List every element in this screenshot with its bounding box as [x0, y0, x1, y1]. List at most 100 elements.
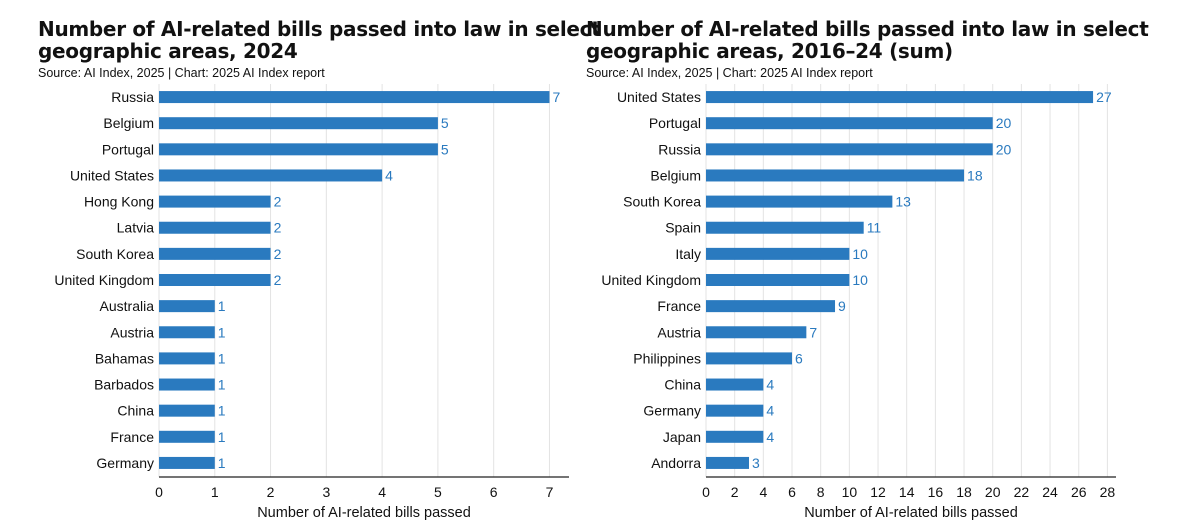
- data-label: 7: [552, 89, 560, 105]
- x-tick-label: 20: [985, 484, 1001, 500]
- x-tick-label: 6: [788, 484, 796, 500]
- category-label: Italy: [675, 246, 701, 262]
- category-label: Philippines: [633, 350, 701, 366]
- x-tick-label: 0: [155, 484, 163, 500]
- category-label: United Kingdom: [601, 272, 701, 288]
- category-label: Belgium: [650, 167, 701, 183]
- category-label: Barbados: [94, 377, 154, 393]
- bar-chart-2024: Russia 7 Belgium 5 Portugal 5 United States 4 Ho…: [54, 84, 569, 521]
- data-label: 20: [996, 115, 1012, 131]
- bar: [706, 378, 764, 391]
- data-label: 27: [1096, 89, 1112, 105]
- bar: [706, 221, 864, 234]
- category-label: Portugal: [649, 115, 701, 131]
- category-label: France: [657, 298, 701, 314]
- category-label: Australia: [100, 298, 155, 314]
- data-label: 1: [218, 377, 226, 393]
- category-label: United States: [70, 167, 154, 183]
- data-label: 1: [218, 324, 226, 340]
- data-label: 1: [218, 350, 226, 366]
- data-label: 20: [996, 141, 1012, 157]
- bar: [159, 300, 215, 313]
- x-tick-label: 18: [956, 484, 972, 500]
- bar: [159, 195, 271, 208]
- chart-source: Source: AI Index, 2025 | Chart: 2025 AI …: [586, 66, 873, 80]
- bar: [706, 326, 807, 339]
- category-label: France: [110, 429, 154, 445]
- bar: [706, 91, 1094, 104]
- chart-source: Source: AI Index, 2025 | Chart: 2025 AI …: [38, 66, 325, 80]
- x-tick-label: 26: [1071, 484, 1087, 500]
- data-label: 4: [766, 377, 774, 393]
- bar: [706, 456, 750, 469]
- bar: [706, 430, 764, 443]
- chart-panel-2024: Number of AI-related bills passed into l…: [38, 0, 601, 528]
- data-label: 1: [218, 429, 226, 445]
- category-label: Andorra: [651, 455, 701, 471]
- data-label: 1: [218, 298, 226, 314]
- bar: [706, 247, 850, 260]
- bar: [706, 300, 836, 313]
- x-tick-label: 28: [1100, 484, 1116, 500]
- data-label: 1: [218, 455, 226, 471]
- category-label: Russia: [658, 141, 701, 157]
- data-label: 3: [752, 455, 760, 471]
- data-label: 1: [218, 403, 226, 419]
- data-label: 10: [852, 246, 868, 262]
- bar: [706, 274, 850, 286]
- bar: [159, 169, 383, 182]
- x-tick-label: 6: [490, 484, 498, 500]
- x-tick-label: 24: [1042, 484, 1058, 500]
- bar: [159, 91, 550, 104]
- x-tick-label: 22: [1014, 484, 1030, 500]
- x-tick-label: 12: [870, 484, 886, 500]
- x-tick-label: 16: [928, 484, 944, 500]
- category-label: Germany: [643, 403, 701, 419]
- category-label: Austria: [110, 324, 154, 340]
- x-tick-label: 2: [731, 484, 739, 500]
- chart-panel-2016-24: Number of AI-related bills passed into l…: [586, 0, 1149, 528]
- bar: [706, 195, 893, 208]
- x-tick-label: 0: [702, 484, 710, 500]
- x-tick-label: 2: [267, 484, 275, 500]
- category-label: Latvia: [117, 220, 155, 236]
- bar: [706, 404, 764, 417]
- x-tick-label: 5: [434, 484, 442, 500]
- bar: [159, 352, 215, 365]
- x-tick-label: 3: [322, 484, 330, 500]
- x-tick-label: 4: [759, 484, 767, 500]
- category-label: South Korea: [623, 194, 701, 210]
- x-tick-label: 4: [378, 484, 386, 500]
- category-label: China: [664, 377, 701, 393]
- bar: [159, 247, 271, 260]
- data-label: 5: [441, 141, 449, 157]
- data-label: 6: [795, 350, 803, 366]
- bar: [159, 404, 215, 417]
- data-label: 2: [274, 272, 282, 288]
- category-label: Belgium: [103, 115, 154, 131]
- x-tick-label: 1: [211, 484, 219, 500]
- category-label: Portugal: [102, 141, 154, 157]
- category-label: Spain: [665, 220, 701, 236]
- bar: [706, 143, 993, 156]
- data-label: 4: [766, 429, 774, 445]
- category-label: Germany: [96, 455, 154, 471]
- bar: [159, 274, 271, 286]
- bar: [159, 326, 215, 339]
- chart-title: Number of AI-related bills passed into l…: [586, 17, 1149, 63]
- category-label: United Kingdom: [54, 272, 154, 288]
- data-label: 10: [852, 272, 868, 288]
- x-axis-title: Number of AI-related bills passed: [804, 505, 1018, 521]
- bar: [159, 378, 215, 391]
- category-label: South Korea: [76, 246, 154, 262]
- category-label: China: [117, 403, 154, 419]
- bar: [159, 430, 215, 443]
- chart-title: Number of AI-related bills passed into l…: [38, 17, 601, 63]
- bar: [706, 352, 793, 365]
- bar: [706, 169, 965, 182]
- category-label: Austria: [657, 324, 701, 340]
- data-label: 9: [838, 298, 846, 314]
- data-label: 4: [385, 167, 393, 183]
- data-label: 5: [441, 115, 449, 131]
